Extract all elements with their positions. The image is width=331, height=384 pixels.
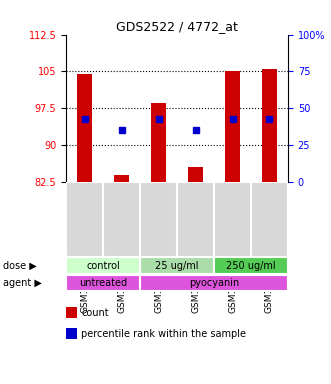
FancyBboxPatch shape bbox=[214, 182, 251, 257]
Text: dose ▶: dose ▶ bbox=[3, 261, 37, 271]
Text: count: count bbox=[81, 308, 109, 318]
Text: pyocyanin: pyocyanin bbox=[189, 278, 239, 288]
Bar bbox=[188, 167, 203, 182]
Bar bbox=[151, 103, 166, 182]
Bar bbox=[114, 175, 129, 182]
FancyBboxPatch shape bbox=[66, 275, 140, 291]
Text: 250 ug/ml: 250 ug/ml bbox=[226, 261, 276, 271]
FancyBboxPatch shape bbox=[140, 275, 288, 291]
Title: GDS2522 / 4772_at: GDS2522 / 4772_at bbox=[116, 20, 238, 33]
FancyBboxPatch shape bbox=[251, 182, 288, 257]
Text: control: control bbox=[86, 261, 120, 271]
FancyBboxPatch shape bbox=[140, 257, 214, 274]
FancyBboxPatch shape bbox=[140, 182, 177, 257]
Text: agent ▶: agent ▶ bbox=[3, 278, 42, 288]
Text: untreated: untreated bbox=[79, 278, 127, 288]
Bar bbox=[262, 69, 277, 182]
FancyBboxPatch shape bbox=[66, 182, 103, 257]
FancyBboxPatch shape bbox=[177, 182, 214, 257]
Bar bbox=[225, 71, 240, 182]
FancyBboxPatch shape bbox=[66, 257, 140, 274]
FancyBboxPatch shape bbox=[103, 182, 140, 257]
Text: 25 ug/ml: 25 ug/ml bbox=[155, 261, 199, 271]
FancyBboxPatch shape bbox=[214, 257, 288, 274]
Text: percentile rank within the sample: percentile rank within the sample bbox=[81, 329, 246, 339]
Bar bbox=[77, 74, 92, 182]
